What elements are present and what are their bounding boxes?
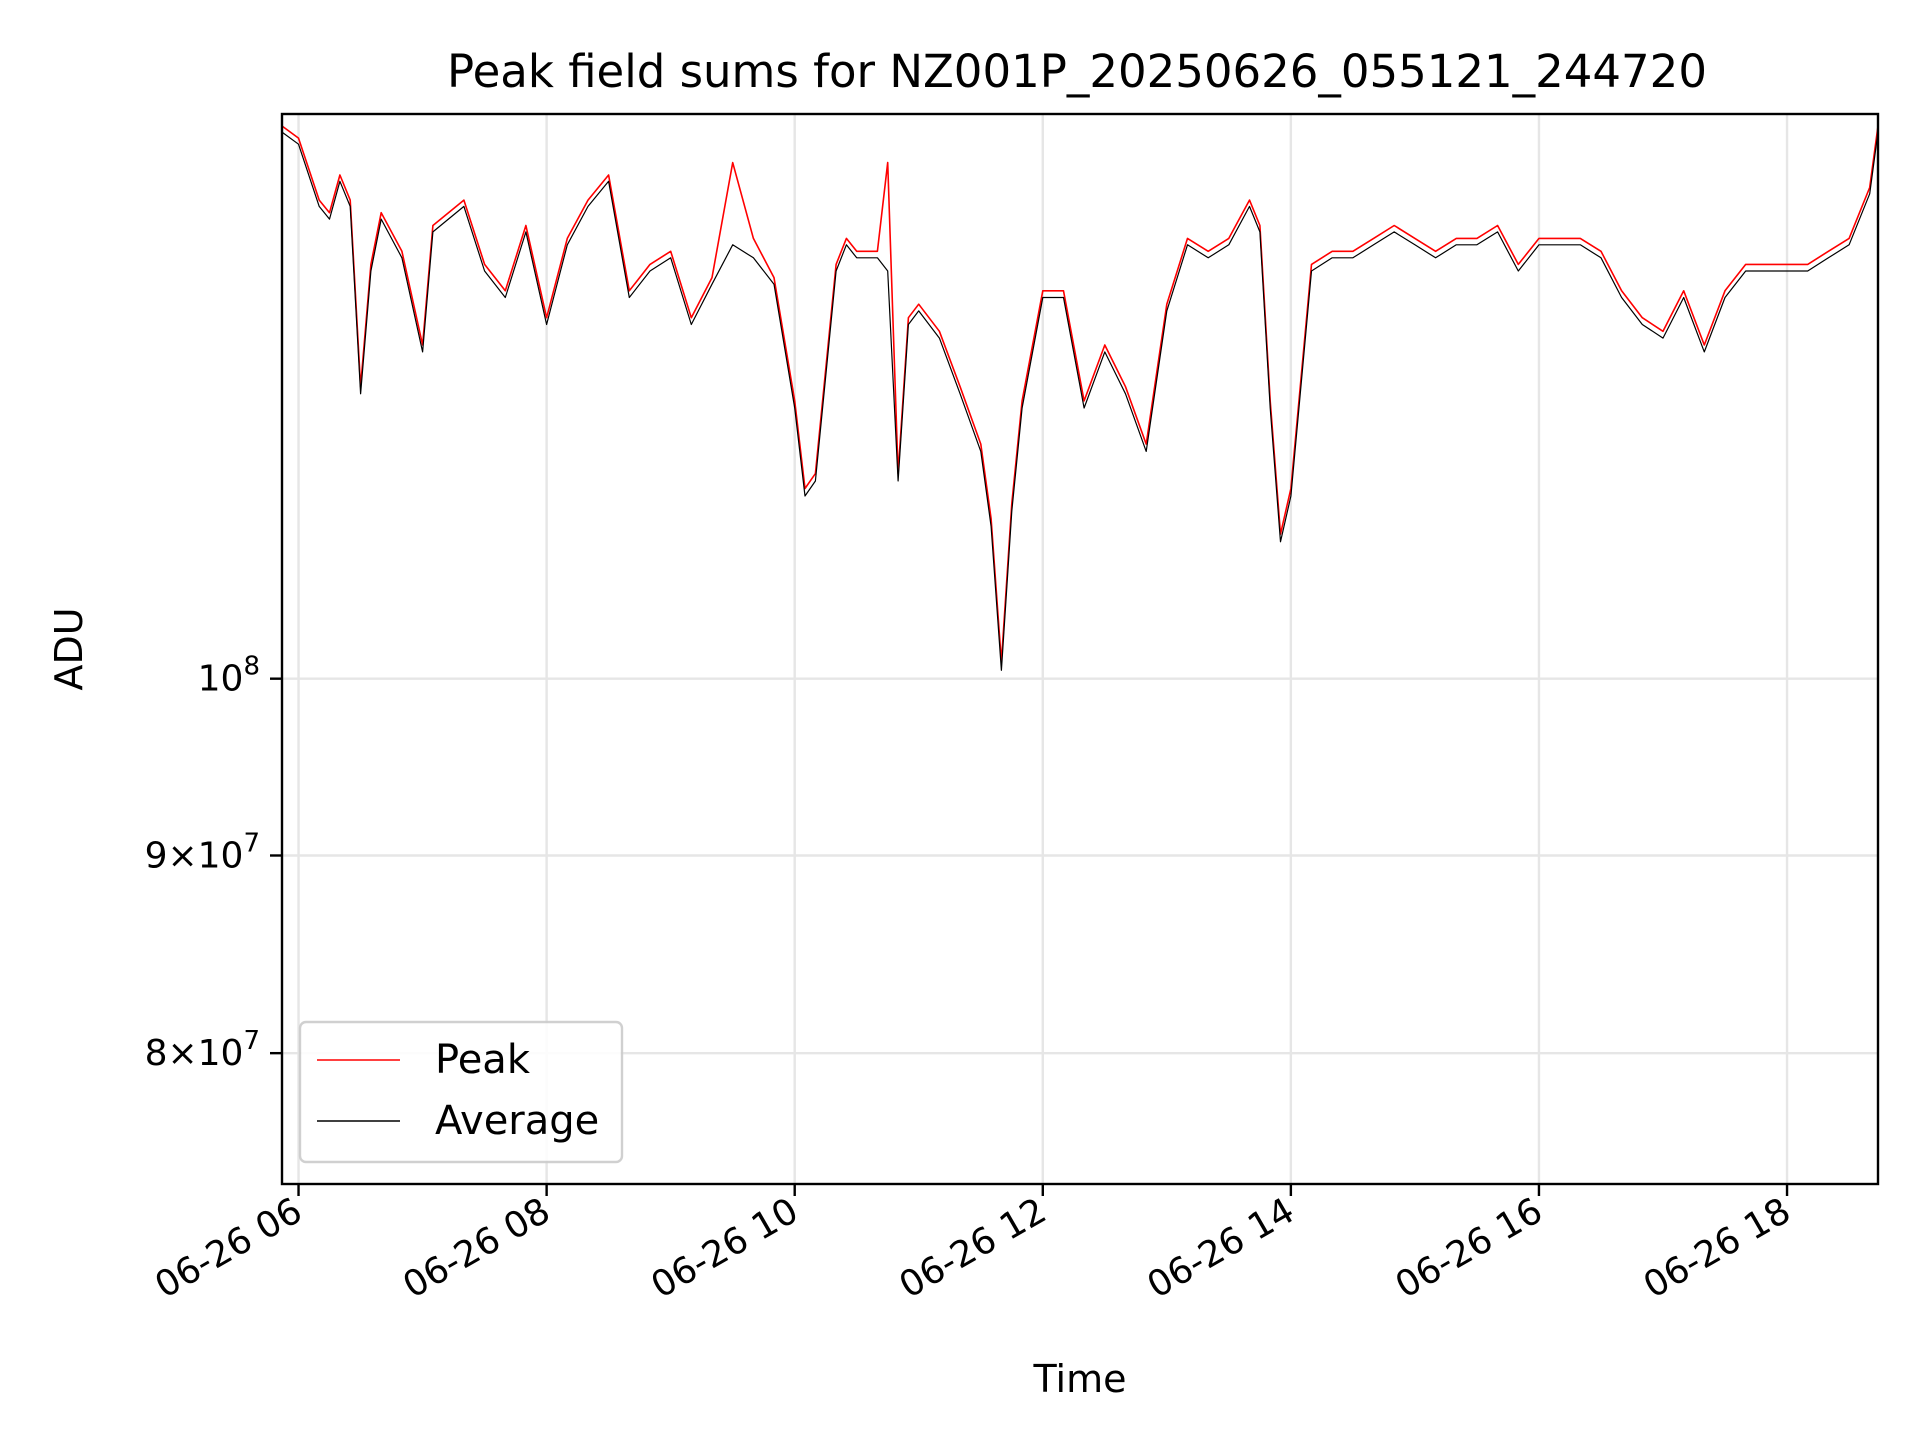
y-axis-label: ADU [47,607,91,690]
legend-label-average: Average [435,1098,599,1144]
legend-box [298,1020,624,1164]
chart-title: Peak field sums for NZ001P_20250626_0551… [447,45,1707,98]
y-axis-ticks: 8×107 9×107 108 [145,652,282,1074]
series-lines [281,125,1879,671]
series-line-average [281,131,1879,671]
y-tick-label: 108 [198,652,260,700]
y-tick-label: 8×107 [145,1026,260,1074]
legend-label-peak: Peak [435,1037,531,1083]
series-line-peak [281,125,1879,663]
y-tick-label: 9×107 [145,828,260,876]
plot-frame [280,112,1880,1186]
x-axis-label: Time [1033,1357,1127,1401]
legend: Peak Average [298,1020,624,1164]
